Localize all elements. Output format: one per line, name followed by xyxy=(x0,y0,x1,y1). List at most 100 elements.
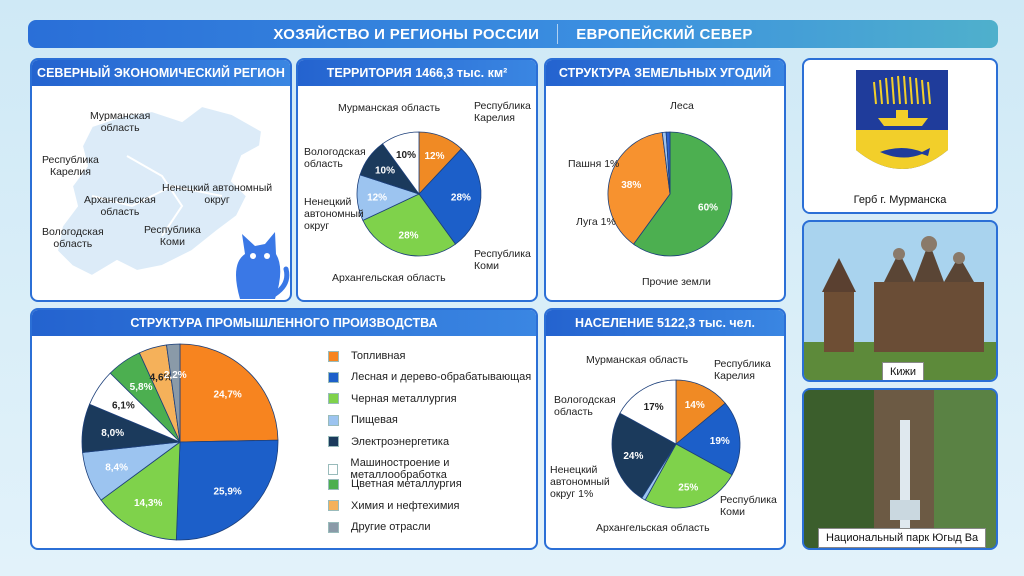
industry-panel-title: СТРУКТУРА ПРОМЫШЛЕННОГО ПРОИЗВОДСТВА xyxy=(32,310,536,336)
land-label-arable: Пашня 1% xyxy=(568,158,620,170)
land-label-forest: Леса xyxy=(670,100,694,112)
map-label-karelia: Республика Карелия xyxy=(42,154,99,178)
population-value-label-5: 17% xyxy=(644,402,664,413)
population-value-label-1: 19% xyxy=(710,436,730,447)
land-panel: СТРУКТУРА ЗЕМЕЛЬНЫХ УГОДИЙ 60% 38% Леса П… xyxy=(544,58,786,302)
legend-label: Машиностроение и металлообработка xyxy=(350,457,450,481)
land-panel-title: СТРУКТУРА ЗЕМЕЛЬНЫХ УГОДИЙ xyxy=(546,60,784,86)
industry-value-label-5: 6,1% xyxy=(112,400,135,411)
industry-value-label-0: 24,7% xyxy=(213,389,241,400)
kizhi-caption: Кижи xyxy=(882,362,925,380)
land-slice-0 xyxy=(632,131,733,257)
land-pie-chart: 60% 38% xyxy=(607,131,733,257)
legend-swatch xyxy=(328,463,339,475)
header-banner: ХОЗЯЙСТВО И РЕГИОНЫ РОССИИ ЕВРОПЕЙСКИЙ С… xyxy=(28,20,998,48)
land-value-label-1: 38% xyxy=(621,180,641,191)
cat-mascot xyxy=(236,232,290,299)
population-value-label-0: 14% xyxy=(685,400,705,411)
territory-label-vologda: Вологодская область xyxy=(304,146,366,170)
industry-slice-0 xyxy=(179,343,279,443)
territory-value-label-0: 12% xyxy=(424,151,444,162)
emblem-panel: Герб г. Мурманска xyxy=(802,58,998,214)
industry-value-label-8: 2,2% xyxy=(164,370,187,381)
territory-slice-1 xyxy=(418,148,482,245)
murmansk-emblem-image xyxy=(856,70,948,169)
legend-swatch xyxy=(328,521,339,533)
population-label-karelia: Республика Карелия xyxy=(714,358,771,382)
population-slice-2 xyxy=(644,443,733,509)
population-label-vologda: Вологодская область xyxy=(554,394,616,418)
industry-value-label-7: 4,6% xyxy=(150,373,173,384)
legend-label: Пищевая xyxy=(351,414,398,427)
industry-slice-1 xyxy=(175,439,279,541)
territory-slice-5 xyxy=(381,131,420,196)
industry-legend-item: Химия и нефтехимия xyxy=(328,500,460,512)
industry-legend-item: Другие отрасли xyxy=(328,521,431,533)
land-label-other: Прочие земли xyxy=(642,276,711,288)
industry-legend-item: Пищевая xyxy=(328,414,398,426)
land-label-meadow: Луга 1% xyxy=(576,216,616,228)
legend-label: Черная металлургия xyxy=(351,392,457,405)
population-slice-1 xyxy=(675,402,741,476)
population-value-label-4: 24% xyxy=(623,451,643,462)
land-value-label-0: 60% xyxy=(698,202,718,213)
legend-swatch xyxy=(328,414,339,426)
population-pie-chart: 14% 19% 25% 24% 17% xyxy=(611,379,741,509)
region-panel-title: СЕВЕРНЫЙ ЭКОНОМИЧЕСКИЙ РЕГИОН xyxy=(32,60,290,86)
territory-pie-chart: 12% 28% 28% 12% 10%10% xyxy=(356,131,482,257)
region-map xyxy=(55,104,264,278)
territory-value-label-1: 28% xyxy=(451,193,471,204)
legend-swatch xyxy=(328,478,339,490)
industry-value-label-6: 5,8% xyxy=(130,382,153,393)
industry-value-label-2: 14,3% xyxy=(134,498,162,509)
legend-label: Цветная металлургия xyxy=(351,478,462,491)
industry-legend-item: Машиностроение и металлообработка xyxy=(328,457,536,481)
header-left-title: ХОЗЯЙСТВО И РЕГИОНЫ РОССИИ xyxy=(273,25,540,43)
map-label-komi: Республика Коми xyxy=(144,224,201,248)
legend-label: Химия и нефтехимия xyxy=(351,499,460,512)
industry-panel: СТРУКТУРА ПРОМЫШЛЕННОГО ПРОИЗВОДСТВА 24,… xyxy=(30,308,538,550)
territory-label-karelia: Республика Карелия xyxy=(474,100,531,124)
territory-value-label-4: 10% xyxy=(375,165,395,176)
legend-label: Топливная xyxy=(351,350,406,362)
industry-value-label-1: 25,9% xyxy=(213,487,241,498)
population-value-label-2: 25% xyxy=(678,482,698,493)
yugyd-va-waterfall-image xyxy=(804,390,996,548)
territory-label-murmansk: Мурманская область xyxy=(338,102,441,114)
territory-value-label-5: 10% xyxy=(396,150,416,161)
map-label-arkhangelsk: Архангельская область xyxy=(84,194,156,218)
industry-slice-8 xyxy=(166,343,181,443)
land-slice-1 xyxy=(607,132,671,245)
industry-legend-item: Электроэнергетика xyxy=(328,436,449,448)
industry-legend-item: Топливная xyxy=(328,350,406,362)
territory-value-label-2: 28% xyxy=(399,231,419,242)
region-panel: СЕВЕРНЫЙ ЭКОНОМИЧЕСКИЙ РЕГИОН Мурманская… xyxy=(30,58,292,302)
land-slice-3 xyxy=(665,131,671,195)
population-label-komi: Республика Коми xyxy=(720,494,777,518)
legend-label: Электроэнергетика xyxy=(351,435,450,448)
park-caption: Национальный парк Югыд Ва xyxy=(818,528,987,548)
legend-swatch xyxy=(328,350,339,362)
territory-panel: ТЕРРИТОРИЯ 1466,3 тыс. км² 12% 28% 28% 12% 1… xyxy=(296,58,538,302)
population-panel-title: НАСЕЛЕНИЕ 5122,3 тыс. чел. xyxy=(546,310,784,336)
map-border-2 xyxy=(91,184,223,208)
legend-swatch xyxy=(328,371,339,383)
legend-label: Другие отрасли xyxy=(351,521,431,534)
industry-legend-item: Цветная металлургия xyxy=(328,478,462,490)
header-right-title: ЕВРОПЕЙСКИЙ СЕВЕР xyxy=(576,25,753,43)
map-label-vologda: Вологодская область xyxy=(42,226,104,250)
kizhi-photo-panel: Кижи xyxy=(802,220,998,382)
population-label-murmansk: Мурманская область xyxy=(586,354,689,366)
map-label-murmansk: Мурманская область xyxy=(90,110,151,134)
territory-label-nenets: Ненецкий автономный округ xyxy=(304,196,364,232)
territory-value-label-3: 12% xyxy=(367,193,387,204)
map-shape xyxy=(55,104,264,278)
legend-swatch xyxy=(328,436,339,448)
legend-swatch xyxy=(328,393,339,405)
industry-value-label-4: 8,0% xyxy=(101,428,124,439)
population-label-arkhangelsk: Архангельская область xyxy=(596,522,710,534)
population-slice-4 xyxy=(611,412,677,499)
park-photo-panel: Национальный парк Югыд Ва xyxy=(802,388,998,550)
industry-pie-chart: 24,7% 25,9% 14,3% 8,4% 8,0% 6,1% 5,8%4,6%2,2% xyxy=(81,343,279,541)
header-separator xyxy=(557,24,559,44)
